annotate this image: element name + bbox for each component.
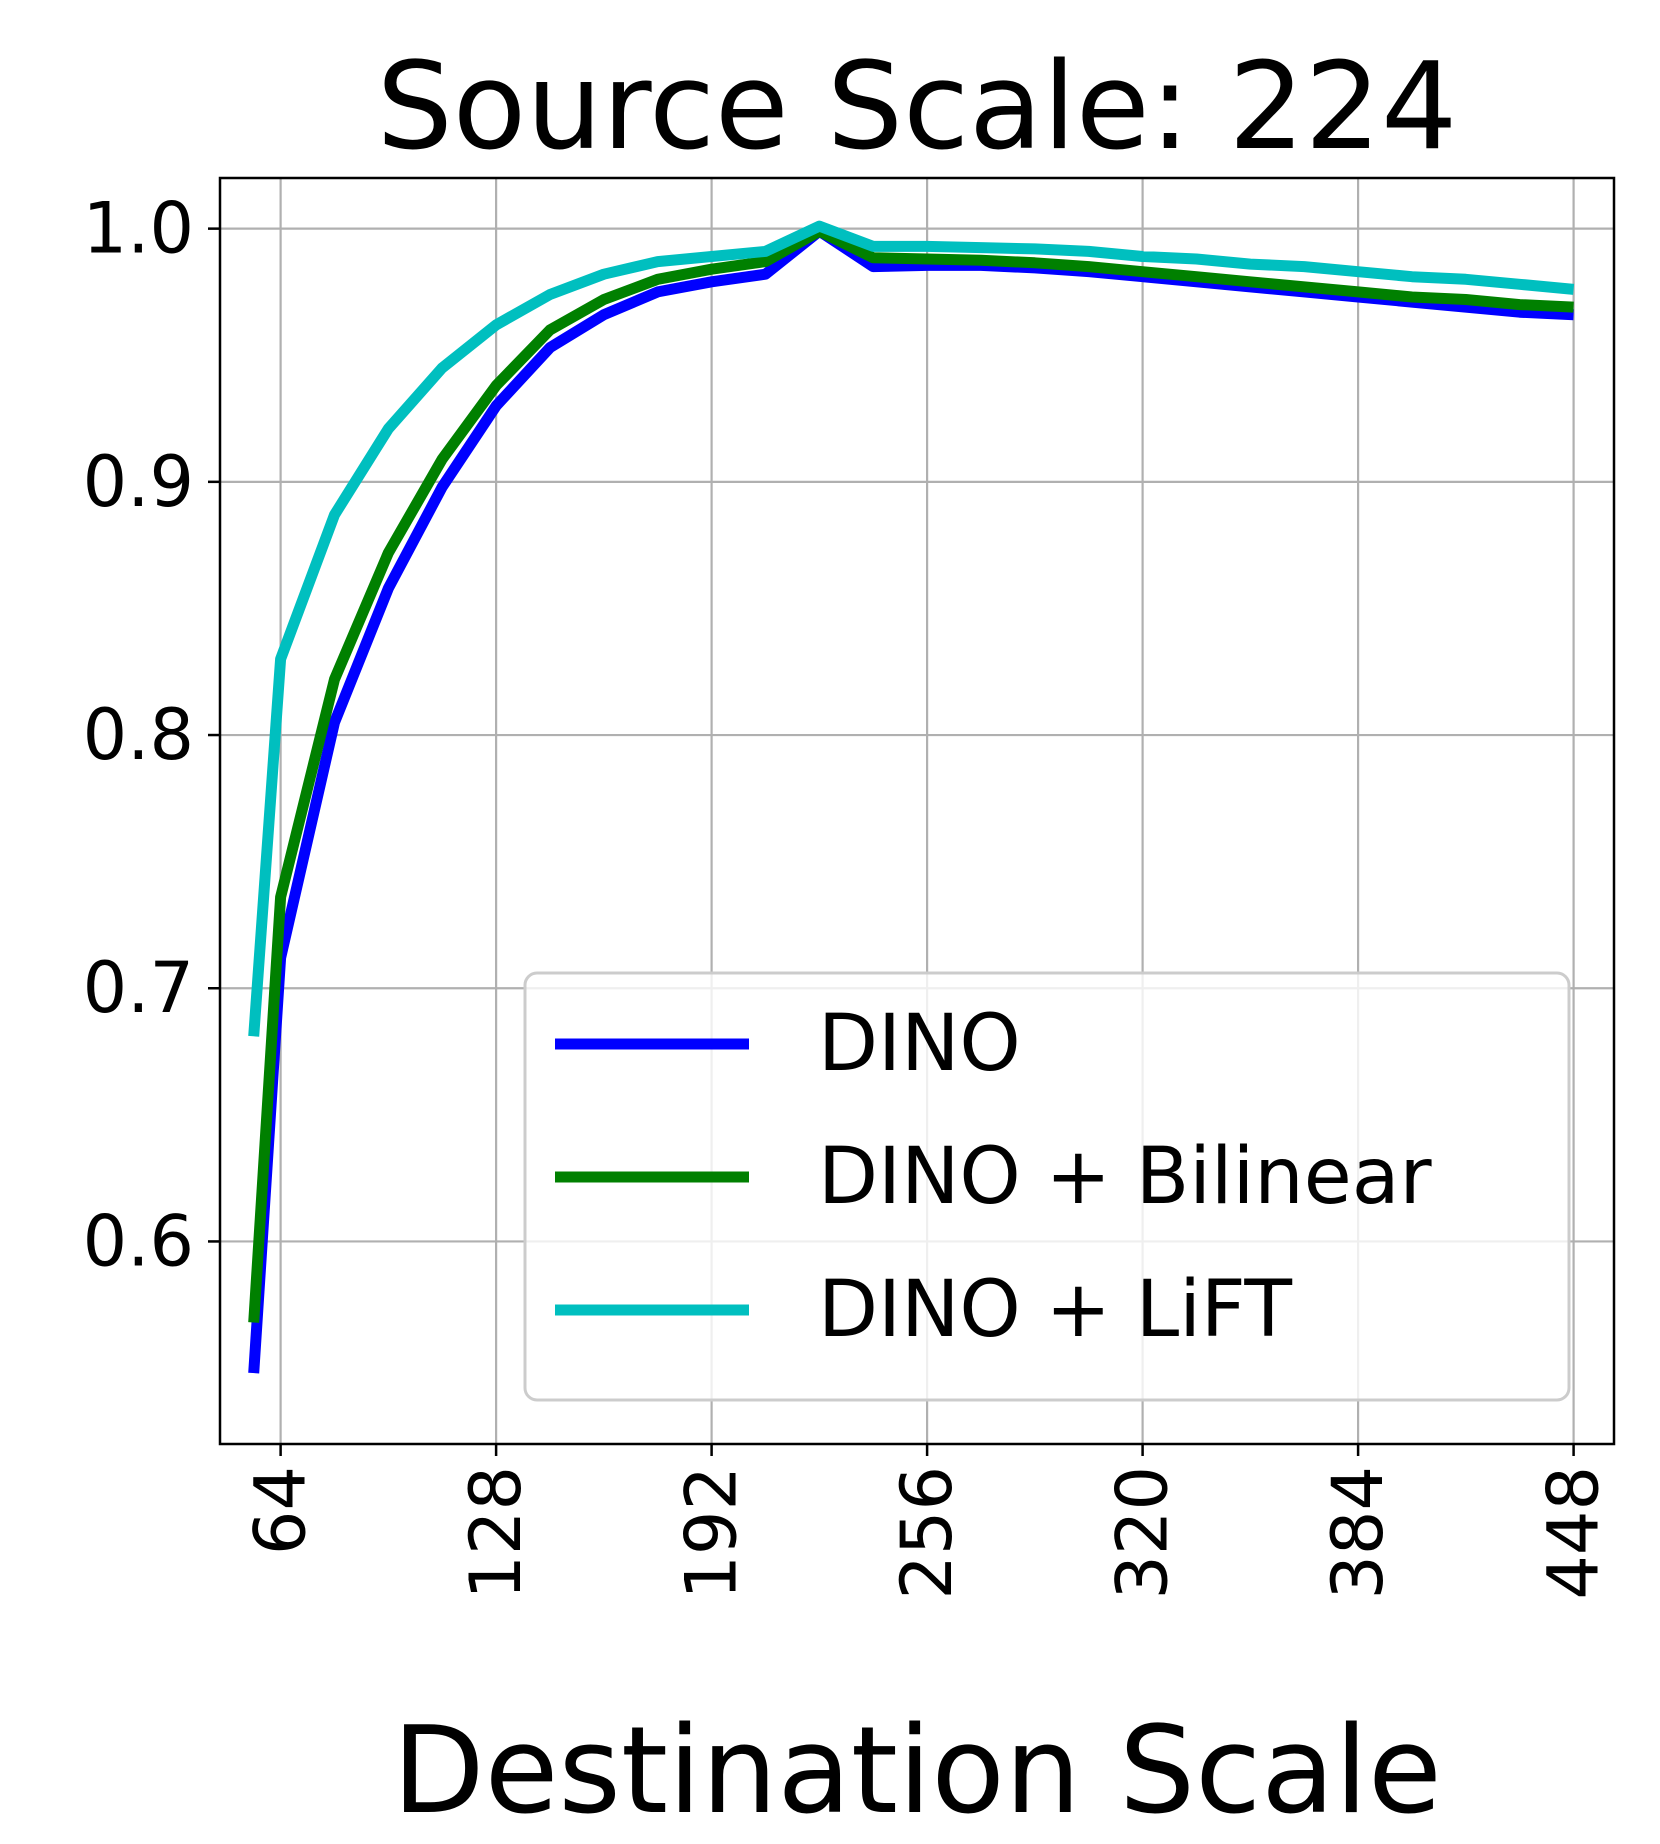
legend-label: DINO + LiFT xyxy=(818,1265,1292,1355)
y-tick-label: 0.8 xyxy=(83,694,194,776)
x-tick-label: 256 xyxy=(886,1466,968,1600)
legend-box xyxy=(523,971,1571,1402)
plot-frame xyxy=(218,176,1616,1446)
x-tick-label: 192 xyxy=(671,1466,753,1600)
series-lines xyxy=(248,220,1575,1374)
series-line-dino-bilinear xyxy=(248,225,1574,1323)
y-tick-label: 1.0 xyxy=(83,188,194,270)
legend-label: DINO xyxy=(818,999,1021,1089)
y-axis: 0.6 0.7 0.8 0.9 1.0 xyxy=(83,188,220,1282)
x-axis: 64 128 192 256 320 384 448 xyxy=(240,1444,1615,1600)
y-tick-label: 0.6 xyxy=(83,1200,194,1282)
x-tick-label: 448 xyxy=(1533,1466,1615,1600)
x-tick-label: 320 xyxy=(1102,1466,1184,1600)
legend-items: DINO DINO + Bilinear DINO + LiFT xyxy=(555,999,1432,1355)
series-line-dino-lift xyxy=(248,220,1575,1037)
x-axis-label: Destination Scale xyxy=(392,1702,1442,1841)
y-tick-label: 0.9 xyxy=(83,441,194,523)
legend: DINO DINO + Bilinear DINO + LiFT xyxy=(523,971,1571,1402)
x-tick-label: 384 xyxy=(1317,1466,1399,1600)
y-tick-label: 0.7 xyxy=(83,947,194,1029)
x-tick-label: 64 xyxy=(240,1466,322,1555)
chart-title: Source Scale: 224 xyxy=(377,38,1458,177)
x-tick-label: 128 xyxy=(455,1466,537,1600)
legend-label: DINO + Bilinear xyxy=(818,1132,1432,1222)
